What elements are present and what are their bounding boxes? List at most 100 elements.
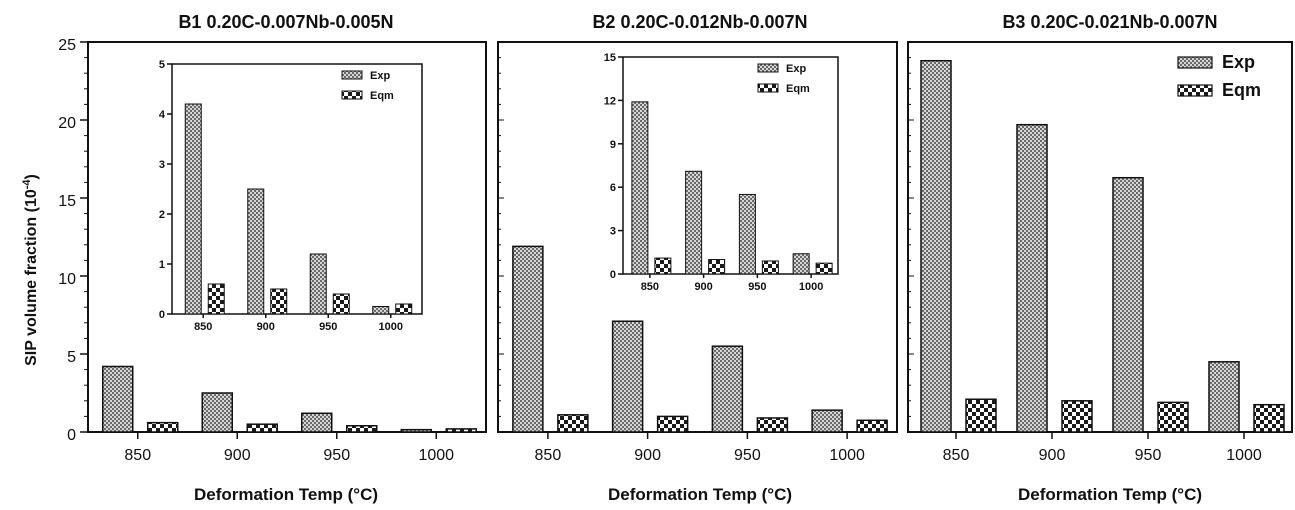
- panel-3-x-tick-label-900: 900: [1039, 447, 1066, 464]
- panel-3-bar-exp-850: [920, 59, 952, 433]
- panel-1-y-tick-label-25: 25: [58, 37, 76, 54]
- panel-1-inset-bar-exp-850: [184, 103, 202, 315]
- panel-1-x-tick-label-950: 950: [323, 447, 350, 464]
- panel-2-inset-x-tick-label-850: 850: [641, 281, 659, 293]
- panel-2-bar-exp-950: [711, 345, 744, 433]
- panel-2-inset-y-tick-label-12: 12: [604, 95, 616, 107]
- panel-1-inset-bar-eqm-900: [270, 288, 288, 315]
- panel-2-inset-y-tick-label-3: 3: [610, 226, 616, 238]
- y-axis-label: SIP volume fraction (10-4): [21, 174, 40, 366]
- panel-1-inset-x-tick-label-950: 950: [319, 321, 337, 333]
- panel-1-bar-exp-900: [201, 392, 233, 433]
- panel-2-inset-legend-swatch-exp: [757, 63, 779, 73]
- panel-2-inset-bar-eqm-850: [654, 257, 672, 275]
- panel-3-x-tick-label-950: 950: [1135, 447, 1162, 464]
- panel-1-bar-exp-850: [102, 365, 134, 433]
- panel-3-x-tick-label-1000: 1000: [1226, 447, 1262, 464]
- panel-1-inset-bar-exp-950: [309, 253, 327, 315]
- panel-1-y-tick-label-5: 5: [67, 349, 76, 366]
- panel-2-inset-bar-exp-950: [738, 193, 756, 275]
- panel-1-inset-y-tick-label-4: 4: [159, 109, 166, 121]
- panel-2-bar-eqm-950: [756, 417, 789, 433]
- panel-1-x-tick-label-900: 900: [224, 447, 251, 464]
- panel-3-legend-swatch-eqm: [1177, 84, 1213, 97]
- panel-1-inset-bar-eqm-850: [207, 283, 225, 315]
- panel-1-bar-eqm-850: [147, 421, 179, 433]
- panel-2-inset-y-tick-label-6: 6: [610, 182, 616, 194]
- panel-1-bar-exp-950: [301, 412, 333, 433]
- panel-2-x-tick-label-950: 950: [734, 447, 761, 464]
- panel-2-inset-bar-eqm-900: [708, 259, 726, 275]
- panel-1-frame: [87, 41, 487, 433]
- panel-1-title: B1 0.20C-0.007Nb-0.005N: [178, 12, 393, 32]
- panel-2-inset-bar-exp-850: [631, 101, 649, 275]
- panel-2-inset-x-tick-label-950: 950: [748, 281, 766, 293]
- panel-1-y-tick-label-0: 0: [67, 427, 76, 444]
- panel-3-legend-label-exp: Exp: [1222, 52, 1255, 72]
- panel-3-bar-exp-950: [1112, 176, 1144, 433]
- panel-1-inset-legend-swatch-exp: [341, 70, 363, 80]
- panel-3-bar-eqm-1000: [1253, 403, 1285, 433]
- panel-3-x-axis-label: Deformation Temp (°C): [1018, 485, 1202, 504]
- panel-2-x-tick-label-850: 850: [535, 447, 562, 464]
- panel-2-inset-bar-exp-1000: [792, 253, 810, 275]
- panel-1-inset-x-tick-label-900: 900: [257, 321, 275, 333]
- panel-1-inset-x-tick-label-850: 850: [194, 321, 212, 333]
- panel-2-x-tick-label-1000: 1000: [829, 447, 865, 464]
- panel-2-inset-bar-eqm-950: [761, 260, 779, 275]
- panel-1-bar-exp-1000: [400, 428, 432, 433]
- panel-1-inset-y-tick-label-2: 2: [159, 209, 165, 221]
- panel-1-x-tick-label-1000: 1000: [418, 447, 454, 464]
- panel-2-inset-bar-eqm-1000: [815, 262, 833, 275]
- panel-2-inset-y-tick-label-9: 9: [610, 139, 616, 151]
- panel-2-bar-eqm-900: [656, 415, 689, 433]
- panel-3-frame: [907, 41, 1293, 433]
- panel-1-inset-x-tick-label-1000: 1000: [379, 321, 403, 333]
- panel-2-title: B2 0.20C-0.012Nb-0.007N: [592, 12, 807, 32]
- panel-2-inset-y-tick-label-0: 0: [610, 269, 616, 281]
- panel-2-inset-x-tick-label-1000: 1000: [799, 281, 823, 293]
- panel-1-x-tick-label-850: 850: [124, 447, 151, 464]
- panel-1-inset-legend-label-exp: Exp: [370, 70, 390, 82]
- panel-2-inset-legend-label-eqm: Eqm: [786, 83, 810, 95]
- panel-2-inset-x-tick-label-900: 900: [694, 281, 712, 293]
- panel-1-inset-y-tick-label-1: 1: [159, 259, 165, 271]
- panel-2-x-tick-label-900: 900: [634, 447, 661, 464]
- panel-2-bar-exp-900: [611, 320, 644, 433]
- panel-1-inset-bar-exp-1000: [372, 306, 390, 315]
- panel-2-bar-exp-1000: [811, 409, 843, 433]
- panel-3-legend-swatch-exp: [1177, 56, 1213, 69]
- panel-1-y-tick-label-10: 10: [58, 271, 76, 288]
- panel-1-inset-y-tick-label-3: 3: [159, 159, 165, 171]
- panel-2-inset-bar-exp-900: [685, 170, 703, 275]
- panel-1-bar-eqm-950: [346, 425, 378, 433]
- panel-1-inset-y-tick-label-0: 0: [159, 309, 165, 321]
- panel-3-title: B3 0.20C-0.021Nb-0.007N: [1002, 12, 1217, 32]
- panel-1-inset-legend-swatch-eqm: [341, 90, 363, 100]
- panel-1-inset-y-tick-label-5: 5: [159, 59, 165, 71]
- panel-2-bar-eqm-1000: [856, 419, 888, 433]
- panel-1-inset-frame: [171, 63, 423, 315]
- panel-1-inset-legend-label-eqm: Eqm: [370, 90, 394, 102]
- panel-2-bar-eqm-850: [557, 414, 589, 433]
- panel-3-bar-eqm-900: [1061, 400, 1093, 433]
- panel-3-bar-eqm-950: [1157, 401, 1189, 433]
- panel-1-y-tick-label-15: 15: [58, 193, 76, 210]
- panel-3-bar-eqm-850: [965, 398, 997, 433]
- panel-2-inset-y-tick-label-15: 15: [604, 52, 616, 64]
- panel-1-bar-eqm-900: [246, 423, 278, 433]
- panel-2-x-axis-label: Deformation Temp (°C): [608, 485, 792, 504]
- panel-2-inset-legend-swatch-eqm: [757, 83, 779, 93]
- panel-1-x-axis-label: Deformation Temp (°C): [194, 485, 378, 504]
- panel-2-bar-exp-850: [512, 245, 544, 433]
- panel-3-legend-label-eqm: Eqm: [1222, 80, 1261, 100]
- panel-1-y-tick-label-20: 20: [58, 115, 76, 132]
- panel-3-bar-exp-1000: [1208, 361, 1240, 433]
- panel-1-inset-bar-eqm-1000: [395, 303, 413, 315]
- panel-2-inset-legend-label-exp: Exp: [786, 63, 806, 75]
- panel-2-inset-frame: [622, 56, 839, 275]
- panel-1-inset-bar-exp-900: [247, 188, 265, 315]
- panel-3-bar-exp-900: [1016, 123, 1048, 433]
